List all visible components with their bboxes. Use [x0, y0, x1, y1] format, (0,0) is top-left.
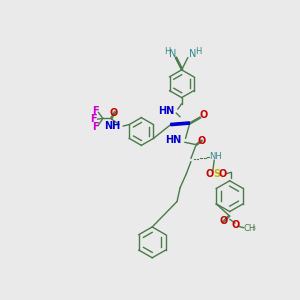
Text: O: O — [231, 220, 239, 230]
Text: F: F — [92, 122, 98, 132]
Text: N: N — [189, 50, 196, 59]
Text: O: O — [198, 136, 206, 146]
Text: F: F — [92, 106, 98, 116]
Text: N: N — [169, 50, 176, 59]
Text: S: S — [213, 169, 220, 179]
Text: H: H — [195, 47, 201, 56]
Text: O: O — [219, 169, 227, 179]
Text: O: O — [219, 216, 228, 226]
Text: HN: HN — [158, 106, 175, 116]
Text: NH: NH — [104, 121, 120, 131]
Text: CH: CH — [244, 224, 256, 233]
Text: H: H — [164, 47, 170, 56]
Text: HN: HN — [165, 135, 181, 145]
Text: NH: NH — [210, 152, 222, 161]
Text: O: O — [199, 110, 208, 120]
Text: F: F — [90, 114, 97, 124]
Text: O: O — [110, 108, 118, 118]
Polygon shape — [171, 122, 189, 126]
Text: 3: 3 — [251, 226, 255, 231]
Text: O: O — [206, 169, 214, 179]
